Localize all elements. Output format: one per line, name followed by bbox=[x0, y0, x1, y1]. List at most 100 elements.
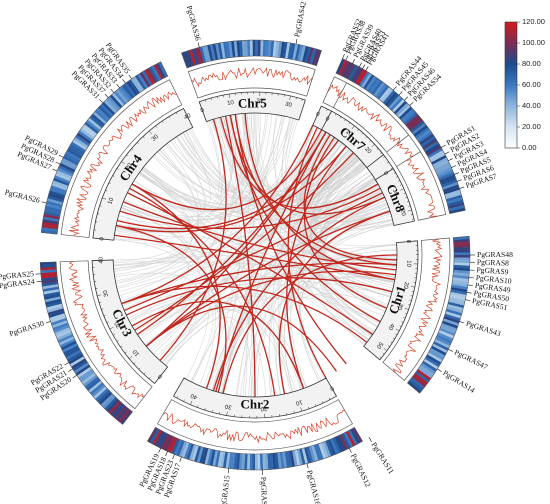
heatmap-cell bbox=[405, 114, 420, 127]
axis-tick bbox=[301, 98, 303, 102]
axis-tick bbox=[97, 213, 100, 215]
heatmap-cell bbox=[189, 49, 197, 66]
heatmap-cell bbox=[419, 365, 435, 377]
heatmap-cell bbox=[365, 76, 377, 91]
axis-tick bbox=[408, 205, 411, 207]
heatmap-cell bbox=[427, 352, 443, 363]
axis-tick bbox=[369, 140, 371, 142]
heatmap-frame bbox=[39, 261, 133, 425]
heatmap-cell bbox=[315, 443, 324, 460]
gene-marker bbox=[448, 348, 453, 352]
gene-marker bbox=[437, 368, 442, 372]
heatmap-cell bbox=[440, 176, 457, 186]
heatmap-cell bbox=[441, 179, 458, 188]
legend-tick-label: 40.00 bbox=[522, 101, 541, 110]
duplication-link bbox=[145, 210, 391, 347]
heatmap-cell bbox=[453, 238, 470, 243]
heatmap-cell bbox=[388, 95, 402, 110]
heatmap-cell bbox=[303, 447, 311, 464]
heatmap-cell bbox=[64, 153, 80, 164]
background-link bbox=[137, 296, 370, 341]
axis-tick bbox=[308, 406, 310, 409]
gene-label: PgGRAS14 bbox=[441, 368, 476, 395]
tick-label: 0 bbox=[157, 372, 164, 379]
axis-tick bbox=[97, 294, 102, 297]
heatmap-cell bbox=[386, 93, 400, 108]
heatmap-cell bbox=[294, 449, 301, 466]
gene-label: PgGRAS36 bbox=[185, 5, 203, 42]
heatmap-cell bbox=[41, 229, 58, 235]
heatmap-cell bbox=[447, 304, 464, 311]
axis-tick bbox=[154, 380, 158, 384]
tick-label: 20 bbox=[399, 209, 407, 218]
heatmap-cell bbox=[354, 69, 366, 85]
heatmap-cell bbox=[277, 452, 282, 469]
axis-tick bbox=[393, 172, 396, 174]
heatmap-cell bbox=[62, 342, 78, 353]
heatmap-cell bbox=[335, 58, 346, 75]
heatmap-frame bbox=[423, 140, 466, 214]
heatmap-cell bbox=[215, 43, 221, 60]
background-link bbox=[211, 113, 262, 391]
gene-density-line-track bbox=[59, 59, 451, 451]
gene-marker bbox=[342, 53, 345, 59]
axis-tick bbox=[403, 192, 406, 194]
heatmap-cell bbox=[373, 82, 386, 97]
heatmap-cell bbox=[60, 340, 77, 351]
heatmap-cell bbox=[141, 70, 153, 86]
heatmap-cell bbox=[194, 445, 202, 462]
gene-marker bbox=[392, 86, 397, 91]
heatmap-cell bbox=[81, 126, 96, 138]
heatmap-cell bbox=[422, 138, 438, 150]
heatmap-cell bbox=[83, 374, 98, 387]
heatmap-cell bbox=[334, 436, 344, 453]
heatmap-cell bbox=[40, 266, 57, 271]
heatmap-cell bbox=[96, 107, 111, 121]
heatmap-cell bbox=[437, 169, 454, 179]
axis-tick bbox=[344, 119, 346, 122]
heatmap-cell bbox=[156, 432, 167, 448]
axis-tick bbox=[108, 182, 111, 184]
heatmap-cell bbox=[246, 453, 251, 470]
duplication-link bbox=[229, 115, 385, 215]
heatmap-cell bbox=[204, 45, 211, 62]
heatmap-cell bbox=[105, 98, 119, 112]
tick-label: 20 bbox=[114, 320, 123, 329]
heatmap-cell bbox=[379, 86, 392, 102]
heatmap-cell bbox=[262, 453, 266, 470]
gene-marker bbox=[64, 362, 69, 366]
axis-tick bbox=[371, 144, 375, 148]
heatmap-cell bbox=[230, 452, 236, 469]
gene-marker bbox=[365, 66, 369, 71]
background-link bbox=[164, 296, 381, 365]
heatmap-cell bbox=[430, 345, 447, 356]
heatmap-cell bbox=[52, 180, 69, 189]
heatmap-cell bbox=[199, 46, 207, 63]
gene-marker bbox=[165, 451, 168, 457]
heatmap-cell bbox=[282, 42, 288, 59]
axis-tick bbox=[389, 168, 394, 171]
axis-tick bbox=[392, 337, 395, 340]
gene-marker bbox=[362, 64, 366, 69]
heatmap-cell bbox=[320, 441, 329, 458]
heatmap-cell bbox=[56, 331, 73, 341]
heatmap-cell bbox=[191, 445, 199, 462]
tick-label: 20 bbox=[402, 281, 409, 289]
heatmap-cell bbox=[78, 130, 93, 142]
heatmap-cell bbox=[201, 447, 209, 464]
heatmap-cell bbox=[153, 64, 164, 80]
axis-tick bbox=[319, 105, 322, 110]
gene-marker bbox=[398, 91, 403, 96]
background-link bbox=[215, 118, 396, 277]
heatmap-cell bbox=[82, 123, 98, 136]
background-link bbox=[120, 207, 267, 397]
background-link bbox=[282, 117, 376, 207]
heatmap-cell bbox=[173, 439, 183, 456]
heatmap-cell bbox=[44, 296, 61, 303]
tick-label: 20 bbox=[256, 99, 264, 105]
heatmap-cell bbox=[236, 453, 241, 470]
heatmap-cell bbox=[110, 402, 123, 416]
heatmap-cell bbox=[76, 366, 92, 378]
heatmap-cell bbox=[450, 289, 467, 296]
